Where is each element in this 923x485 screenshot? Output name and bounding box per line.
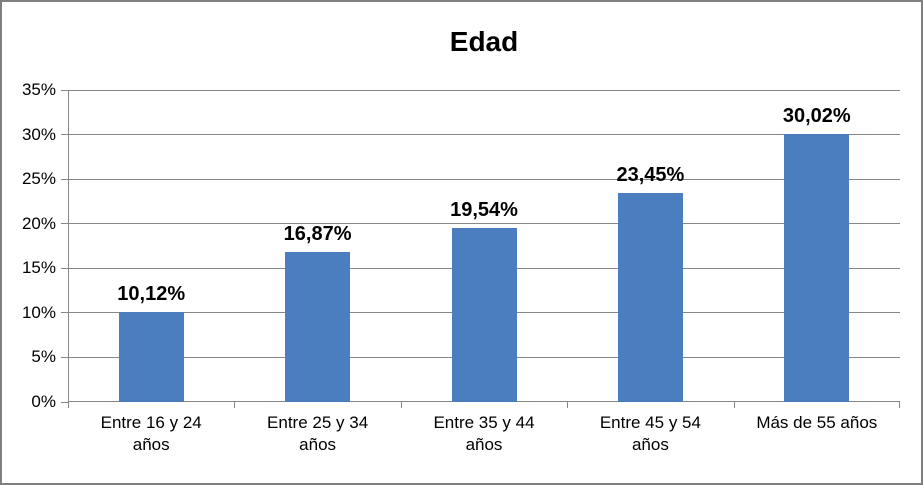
- x-category-label: Entre 35 y 44 años: [433, 413, 535, 454]
- x-axis-tick: [234, 402, 235, 408]
- y-axis-tick: [61, 89, 68, 91]
- value-label: 10,12%: [117, 282, 186, 305]
- value-label: 23,45%: [616, 163, 685, 186]
- y-tick-label: 10%: [21, 302, 56, 322]
- bar-2: [285, 251, 351, 402]
- x-axis-tick: [567, 402, 568, 408]
- x-category-label: Más de 55 años: [756, 413, 878, 432]
- value-label: 30,02%: [782, 105, 851, 128]
- y-tick-label: 20%: [21, 213, 56, 233]
- y-tick-label: 30%: [21, 124, 56, 144]
- y-axis-tick: [61, 223, 68, 225]
- bar-4: [617, 192, 683, 402]
- y-gridline: [68, 134, 900, 136]
- y-gridline: [68, 223, 900, 225]
- x-axis-tick: [734, 402, 735, 408]
- x-category-label: Entre 16 y 24 años: [100, 413, 202, 454]
- value-label: 16,87%: [283, 222, 352, 245]
- bar-5: [784, 134, 850, 402]
- y-tick-label: 25%: [21, 169, 56, 189]
- y-axis-tick: [61, 267, 68, 269]
- x-category-label: Entre 25 y 34 años: [267, 413, 369, 454]
- y-axis-tick: [61, 312, 68, 314]
- y-axis-tick: [61, 134, 68, 136]
- plot-area: 0% 5% 10% 15% 20% 25% 30% 35% 10,12% Entre 16 y 2…: [22, 81, 900, 454]
- y-axis-line: [68, 90, 69, 402]
- x-axis-tick: [68, 402, 69, 408]
- x-category-label: Entre 45 y 54 años: [599, 413, 701, 454]
- y-axis-tick: [61, 178, 68, 180]
- x-axis-tick: [401, 402, 402, 408]
- bar-1: [118, 311, 184, 402]
- x-axis-tick: [899, 402, 900, 408]
- y-axis-tick: [61, 356, 68, 358]
- y-tick-label: 5%: [31, 347, 56, 367]
- value-label: 19,54%: [450, 198, 518, 221]
- y-gridline: [68, 178, 900, 180]
- chart-title: Edad: [449, 26, 519, 57]
- y-tick-label: 0%: [31, 392, 56, 411]
- y-axis-tick: [61, 401, 68, 403]
- bar-3: [451, 227, 517, 402]
- y-gridline: [68, 89, 900, 91]
- y-tick-label: 15%: [21, 258, 56, 278]
- y-tick-label: 35%: [21, 80, 56, 99]
